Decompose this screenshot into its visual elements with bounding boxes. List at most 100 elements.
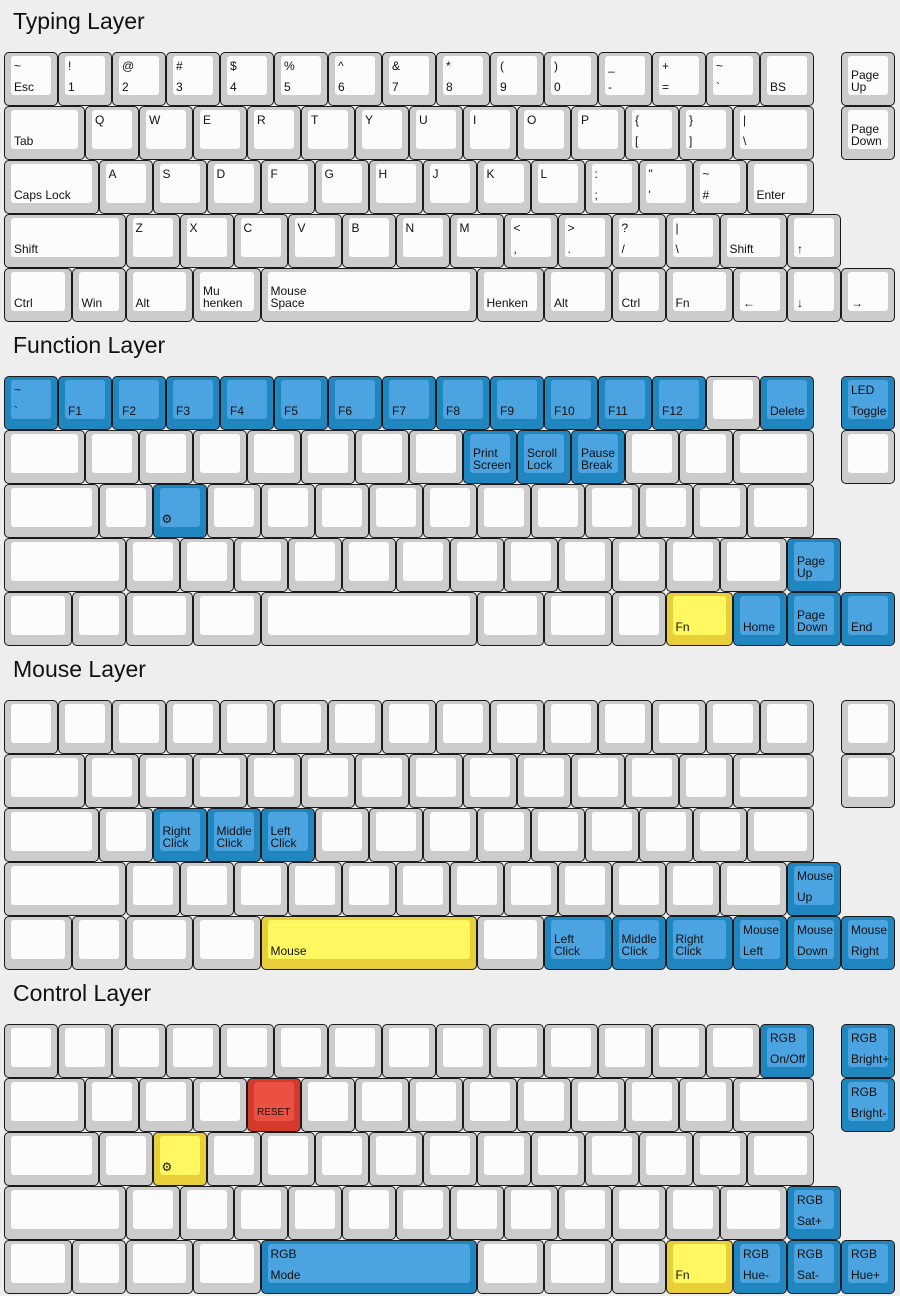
mouse-layer-key-right-click[interactable]: Right Click bbox=[665, 916, 733, 970]
control-layer-key-blank[interactable] bbox=[652, 1024, 706, 1078]
mouse-layer-key-blank[interactable] bbox=[166, 700, 220, 754]
function-layer-key-blank[interactable] bbox=[679, 430, 733, 484]
function-layer-key-f11[interactable]: F11 bbox=[598, 376, 652, 430]
mouse-layer-key-right-click[interactable]: Right Click bbox=[152, 808, 207, 862]
function-layer-key-blank[interactable] bbox=[557, 538, 612, 592]
control-layer-key-blank[interactable] bbox=[665, 1186, 720, 1240]
typing-layer-key-w[interactable]: W bbox=[139, 106, 193, 160]
mouse-layer-key-blank[interactable] bbox=[409, 754, 463, 808]
typing-layer-key-7[interactable]: & 7 bbox=[382, 52, 436, 106]
typing-layer-key-c[interactable]: C bbox=[233, 214, 288, 268]
typing-layer-key-blank[interactable]: >. bbox=[557, 214, 612, 268]
function-layer-key-blank[interactable] bbox=[233, 538, 288, 592]
control-layer-key-blank[interactable] bbox=[4, 1240, 72, 1294]
mouse-layer-key-blank[interactable] bbox=[517, 754, 571, 808]
mouse-layer-key-blank[interactable] bbox=[4, 808, 99, 862]
typing-layer-key-tab[interactable]: Tab bbox=[4, 106, 85, 160]
mouse-layer-key-blank[interactable] bbox=[625, 754, 679, 808]
control-layer-key-blank[interactable] bbox=[463, 1078, 517, 1132]
function-layer-key-f3[interactable]: F3 bbox=[166, 376, 220, 430]
mouse-layer-key-blank[interactable] bbox=[571, 754, 625, 808]
mouse-layer-key-blank[interactable] bbox=[139, 754, 193, 808]
function-layer-key-blank[interactable] bbox=[98, 484, 153, 538]
typing-layer-key-henken[interactable]: Henken bbox=[476, 268, 544, 322]
typing-layer-key-blank[interactable]: _ - bbox=[598, 52, 652, 106]
function-layer-key-blank[interactable] bbox=[733, 430, 814, 484]
control-layer-key-rgb-sat[interactable]: RGB Sat- bbox=[787, 1240, 841, 1294]
control-layer-key-blank[interactable] bbox=[125, 1186, 180, 1240]
mouse-layer-key-left-click[interactable]: Left Click bbox=[260, 808, 315, 862]
control-layer-key-blank[interactable] bbox=[409, 1078, 463, 1132]
control-layer-key-blank[interactable] bbox=[4, 1024, 58, 1078]
typing-layer-key-1[interactable]: ! 1 bbox=[58, 52, 112, 106]
control-layer-key-blank[interactable] bbox=[314, 1132, 369, 1186]
typing-layer-key-blank[interactable]: ↓ bbox=[787, 268, 841, 322]
control-layer-key-blank[interactable] bbox=[746, 1132, 814, 1186]
control-layer-key-rgb-bright[interactable]: RGB Bright- bbox=[841, 1078, 895, 1132]
typing-layer-key-5[interactable]: % 5 bbox=[274, 52, 328, 106]
typing-layer-key-v[interactable]: V bbox=[287, 214, 342, 268]
mouse-layer-key-blank[interactable] bbox=[395, 862, 450, 916]
function-layer-key-blank[interactable] bbox=[260, 484, 315, 538]
mouse-layer-key-blank[interactable] bbox=[422, 808, 477, 862]
control-layer-key-blank[interactable] bbox=[71, 1240, 126, 1294]
control-layer-key-blank[interactable] bbox=[706, 1024, 760, 1078]
mouse-layer-key-blank[interactable] bbox=[58, 700, 112, 754]
function-layer-key-f5[interactable]: F5 bbox=[274, 376, 328, 430]
function-layer-key-blank[interactable] bbox=[584, 484, 639, 538]
control-layer-key-blank[interactable] bbox=[233, 1186, 288, 1240]
control-layer-key-blank[interactable] bbox=[490, 1024, 544, 1078]
typing-layer-key-n[interactable]: N bbox=[395, 214, 450, 268]
mouse-layer-key-mouse-left[interactable]: Mouse Left bbox=[733, 916, 787, 970]
control-layer-key-gear[interactable]: ⚙ bbox=[152, 1132, 207, 1186]
mouse-layer-key-blank[interactable] bbox=[746, 808, 814, 862]
function-layer-key-blank[interactable] bbox=[706, 376, 760, 430]
function-layer-key-blank[interactable] bbox=[341, 538, 396, 592]
function-layer-key-blank[interactable] bbox=[449, 538, 504, 592]
mouse-layer-key-blank[interactable] bbox=[652, 700, 706, 754]
mouse-layer-key-blank[interactable] bbox=[220, 700, 274, 754]
function-layer-key-f10[interactable]: F10 bbox=[544, 376, 598, 430]
control-layer-key-blank[interactable] bbox=[301, 1078, 355, 1132]
typing-layer-key-8[interactable]: * 8 bbox=[436, 52, 490, 106]
function-layer-key-blank[interactable] bbox=[841, 430, 895, 484]
function-layer-key-blank[interactable] bbox=[355, 430, 409, 484]
control-layer-key-blank[interactable] bbox=[476, 1132, 531, 1186]
mouse-layer-key-blank[interactable] bbox=[584, 808, 639, 862]
control-layer-key-blank[interactable] bbox=[692, 1132, 747, 1186]
control-layer-key-blank[interactable] bbox=[179, 1186, 234, 1240]
control-layer-key-blank[interactable] bbox=[436, 1024, 490, 1078]
control-layer-key-blank[interactable] bbox=[584, 1132, 639, 1186]
mouse-layer-key-blank[interactable] bbox=[274, 700, 328, 754]
control-layer-key-blank[interactable] bbox=[58, 1024, 112, 1078]
control-layer-key-blank[interactable] bbox=[193, 1078, 247, 1132]
control-layer-key-blank[interactable] bbox=[4, 1078, 85, 1132]
mouse-layer-key-blank[interactable] bbox=[247, 754, 301, 808]
typing-layer-key-shift[interactable]: Shift bbox=[4, 214, 126, 268]
control-layer-key-blank[interactable] bbox=[98, 1132, 153, 1186]
control-layer-key-blank[interactable] bbox=[503, 1186, 558, 1240]
function-layer-key-blank[interactable] bbox=[179, 538, 234, 592]
function-layer-key-fn[interactable]: Fn bbox=[665, 592, 733, 646]
mouse-layer-key-blank[interactable] bbox=[706, 700, 760, 754]
mouse-layer-key-left-click[interactable]: Left Click bbox=[544, 916, 612, 970]
mouse-layer-key-blank[interactable] bbox=[4, 754, 85, 808]
mouse-layer-key-blank[interactable] bbox=[449, 862, 504, 916]
typing-layer-key-u[interactable]: U bbox=[409, 106, 463, 160]
typing-layer-key-blank[interactable]: {[ bbox=[625, 106, 679, 160]
typing-layer-key-blank[interactable]: }] bbox=[679, 106, 733, 160]
typing-layer-key-f[interactable]: F bbox=[260, 160, 315, 214]
function-layer-key-blank[interactable] bbox=[746, 484, 814, 538]
function-layer-key-f1[interactable]: F1 bbox=[58, 376, 112, 430]
function-layer-key-blank[interactable] bbox=[625, 430, 679, 484]
mouse-layer-key-blank[interactable] bbox=[503, 862, 558, 916]
typing-layer-key-bs[interactable]: BS bbox=[760, 52, 814, 106]
control-layer-key-blank[interactable] bbox=[544, 1024, 598, 1078]
control-layer-key-blank[interactable] bbox=[274, 1024, 328, 1078]
mouse-layer-key-middle-click[interactable]: Middle Click bbox=[206, 808, 261, 862]
mouse-layer-key-blank[interactable] bbox=[193, 754, 247, 808]
typing-layer-key-0[interactable]: ) 0 bbox=[544, 52, 598, 106]
function-layer-key-blank[interactable] bbox=[544, 592, 612, 646]
typing-layer-key-blank[interactable]: :; bbox=[584, 160, 639, 214]
control-layer-key-rgb-mode[interactable]: RGB Mode bbox=[260, 1240, 477, 1294]
